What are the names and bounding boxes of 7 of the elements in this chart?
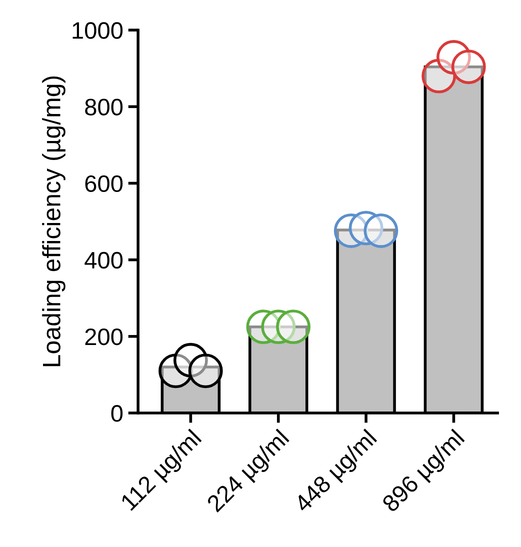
y-tick-label: 0 <box>111 405 123 422</box>
y-tick-label: 800 <box>85 98 123 116</box>
y-tick-label: 400 <box>84 252 123 269</box>
y-tick-label: 600 <box>85 175 123 192</box>
y-tick-label: 200 <box>85 328 123 346</box>
y-axis-title: Loading efficiency (µg/mg) <box>42 76 66 366</box>
y-tick-label: 1000 <box>72 22 123 39</box>
